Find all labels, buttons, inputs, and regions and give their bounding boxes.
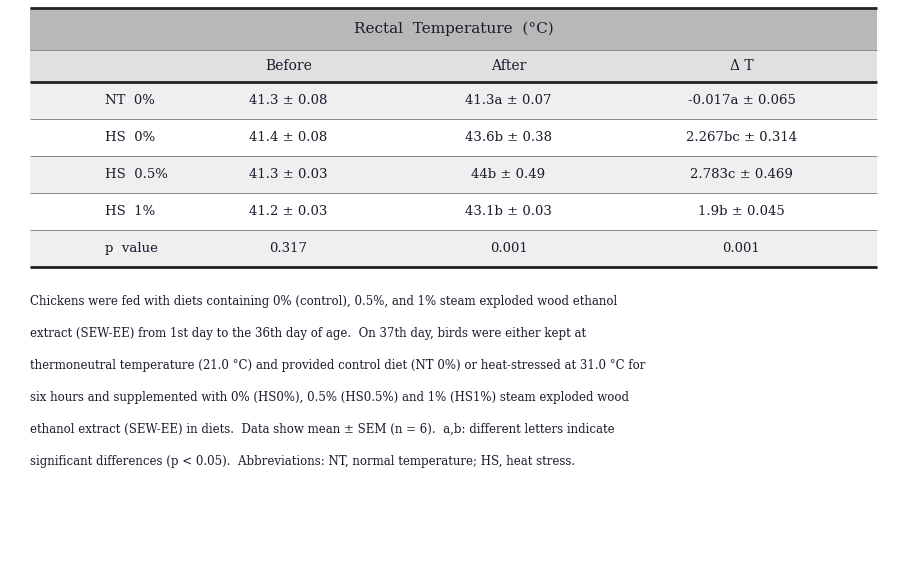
- Text: -0.017a ± 0.065: -0.017a ± 0.065: [688, 94, 795, 107]
- Text: 41.4 ± 0.08: 41.4 ± 0.08: [249, 131, 327, 144]
- Bar: [30, 119, 877, 156]
- Text: ethanol extract (SEW-EE) in diets.  Data show mean ± SEM (n = 6).  a,b: differen: ethanol extract (SEW-EE) in diets. Data …: [30, 423, 615, 436]
- Text: HS  1%: HS 1%: [105, 205, 155, 218]
- Text: 1.9b ± 0.045: 1.9b ± 0.045: [698, 205, 785, 218]
- Bar: [30, 156, 877, 193]
- Text: Rectal  Temperature  (°C): Rectal Temperature (°C): [354, 22, 553, 36]
- Text: significant differences (p < 0.05).  Abbreviations: NT, normal temperature; HS, : significant differences (p < 0.05). Abbr…: [30, 455, 575, 468]
- Bar: [30, 230, 877, 267]
- Text: extract (SEW-EE) from 1st day to the 36th day of age.  On 37th day, birds were e: extract (SEW-EE) from 1st day to the 36t…: [30, 327, 586, 340]
- Text: six hours and supplemented with 0% (HS0%), 0.5% (HS0.5%) and 1% (HS1%) steam exp: six hours and supplemented with 0% (HS0%…: [30, 391, 629, 404]
- Text: 0.317: 0.317: [269, 242, 307, 255]
- Text: Before: Before: [265, 59, 312, 73]
- Text: p  value: p value: [105, 242, 158, 255]
- Text: HS  0.5%: HS 0.5%: [105, 168, 168, 181]
- Text: 44b ± 0.49: 44b ± 0.49: [472, 168, 546, 181]
- Bar: [30, 50, 877, 82]
- Bar: [30, 8, 877, 50]
- Text: NT  0%: NT 0%: [105, 94, 155, 107]
- Text: 43.1b ± 0.03: 43.1b ± 0.03: [465, 205, 552, 218]
- Text: 41.2 ± 0.03: 41.2 ± 0.03: [249, 205, 327, 218]
- Text: After: After: [491, 59, 526, 73]
- Text: thermoneutral temperature (21.0 °C) and provided control diet (NT 0%) or heat-st: thermoneutral temperature (21.0 °C) and …: [30, 359, 646, 372]
- Text: 2.783c ± 0.469: 2.783c ± 0.469: [690, 168, 793, 181]
- Text: HS  0%: HS 0%: [105, 131, 155, 144]
- Text: 0.001: 0.001: [490, 242, 528, 255]
- Text: 41.3 ± 0.03: 41.3 ± 0.03: [249, 168, 327, 181]
- Text: Chickens were fed with diets containing 0% (control), 0.5%, and 1% steam explode: Chickens were fed with diets containing …: [30, 295, 618, 308]
- Text: 2.267bc ± 0.314: 2.267bc ± 0.314: [686, 131, 797, 144]
- Text: 41.3 ± 0.08: 41.3 ± 0.08: [249, 94, 327, 107]
- Text: 0.001: 0.001: [723, 242, 760, 255]
- Text: 43.6b ± 0.38: 43.6b ± 0.38: [465, 131, 552, 144]
- Bar: [30, 82, 877, 119]
- Bar: [30, 193, 877, 230]
- Text: Δ T: Δ T: [729, 59, 754, 73]
- Text: 41.3a ± 0.07: 41.3a ± 0.07: [465, 94, 551, 107]
